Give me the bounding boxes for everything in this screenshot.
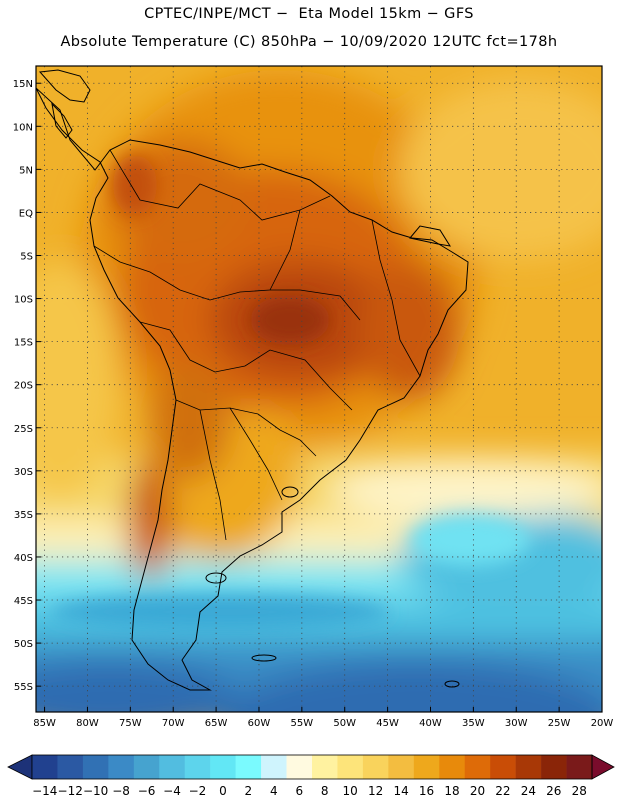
lon-label: 40W: [419, 718, 442, 729]
colorbar-swatch: [286, 755, 313, 779]
colorbar-label: 10: [343, 784, 358, 798]
graticule: [36, 66, 602, 712]
lat-label: 45S: [14, 596, 33, 607]
colorbar-swatch: [133, 755, 160, 779]
colorbar-swatch: [159, 755, 186, 779]
colorbar-label: −2: [189, 784, 207, 798]
colorbar-label: 4: [270, 784, 278, 798]
lon-label: 20W: [591, 718, 614, 729]
colorbar-low-arrow: [7, 754, 33, 780]
lat-label: 15S: [14, 338, 33, 349]
lat-label: 20S: [14, 381, 33, 392]
lat-label: 10S: [14, 295, 33, 306]
colorbar-swatch: [184, 755, 211, 779]
latitude-labels: 15N 10N 5N EQ 5S 10S 15S 20S 25S 30S 35S 40S 45S 50S 5…: [13, 79, 41, 693]
lon-label: 50W: [333, 718, 356, 729]
map-frame: [35, 65, 603, 713]
colorbar-swatch: [32, 755, 58, 779]
colorbar-frame: [31, 754, 593, 780]
colorbar-swatch: [57, 755, 84, 779]
colorbar-swatch: [515, 755, 542, 779]
lon-label: 45W: [376, 718, 399, 729]
lon-label: 80W: [76, 718, 99, 729]
lat-label: 55S: [14, 682, 33, 693]
colorbar-label: 2: [245, 784, 253, 798]
lon-label: 25W: [548, 718, 571, 729]
lat-label: 5N: [19, 165, 33, 176]
colorbar-swatch: [337, 755, 364, 779]
colorbar-label: −6: [138, 784, 156, 798]
colorbar-swatch: [108, 755, 135, 779]
colorbar-swatch: [413, 755, 440, 779]
colorbar-label: −8: [112, 784, 130, 798]
lon-label: 35W: [462, 718, 485, 729]
longitude-labels: 85W 80W 75W 70W 65W 60W 55W 50W 45W 40W 35W 30W 25W 2…: [33, 707, 613, 729]
lat-label: 50S: [14, 639, 33, 650]
colorbar-swatch: [312, 755, 338, 779]
colorbar-swatch: [490, 755, 516, 779]
lat-label: 15N: [13, 79, 33, 90]
colorbar-label: 14: [393, 784, 408, 798]
colorbar-high-arrow: [591, 754, 615, 780]
lat-label: 5S: [20, 251, 33, 262]
colorbar: −14 −12 −10 −8 −6 −4 −2 0 2 4 6 8 10 12 14 16 18 20 22 24 26…: [7, 754, 615, 798]
colorbar-label: 12: [368, 784, 383, 798]
colorbar-swatch: [362, 755, 389, 779]
lon-label: 85W: [33, 718, 56, 729]
lat-label: 10N: [13, 122, 33, 133]
colorbar-label: 28: [572, 784, 587, 798]
colorbar-swatch: [464, 755, 491, 779]
colorbar-swatch: [388, 755, 415, 779]
map-subtitle: Absolute Temperature (C) 850hPa − 10/09/…: [60, 34, 558, 50]
colorbar-label: 0: [219, 784, 227, 798]
colorbar-label: 18: [444, 784, 459, 798]
colorbar-label: −10: [83, 784, 108, 798]
colorbar-swatch: [82, 755, 109, 779]
colorbar-swatch: [261, 755, 287, 779]
colorbar-label: −12: [58, 784, 83, 798]
colorbar-swatch: [210, 755, 236, 779]
lat-label: EQ: [19, 208, 33, 219]
colorbar-label: 26: [546, 784, 561, 798]
colorbar-swatch: [566, 755, 593, 779]
colorbar-label: −14: [32, 784, 57, 798]
colorbar-label: 16: [419, 784, 434, 798]
lon-label: 30W: [505, 718, 528, 729]
colorbar-label: 22: [495, 784, 510, 798]
lon-label: 60W: [248, 718, 271, 729]
temperature-field: [36, 66, 602, 712]
coastlines: [36, 69, 469, 691]
lon-label: 55W: [291, 718, 314, 729]
map-title: CPTEC/INPE/MCT − Eta Model 15km − GFS: [144, 6, 474, 22]
lat-label: 35S: [14, 510, 33, 521]
colorbar-label: 8: [321, 784, 329, 798]
colorbar-label: 6: [295, 784, 303, 798]
lat-label: 25S: [14, 424, 33, 435]
colorbar-swatch: [439, 755, 466, 779]
colorbar-swatch: [235, 755, 262, 779]
lon-label: 75W: [119, 718, 142, 729]
colorbar-swatch: [541, 755, 567, 779]
colorbar-label: 20: [470, 784, 485, 798]
lon-label: 70W: [162, 718, 185, 729]
lat-label: 40S: [14, 553, 33, 564]
colorbar-label: 24: [521, 784, 536, 798]
lat-label: 30S: [14, 467, 33, 478]
colorbar-label: −4: [163, 784, 181, 798]
lon-label: 65W: [205, 718, 228, 729]
